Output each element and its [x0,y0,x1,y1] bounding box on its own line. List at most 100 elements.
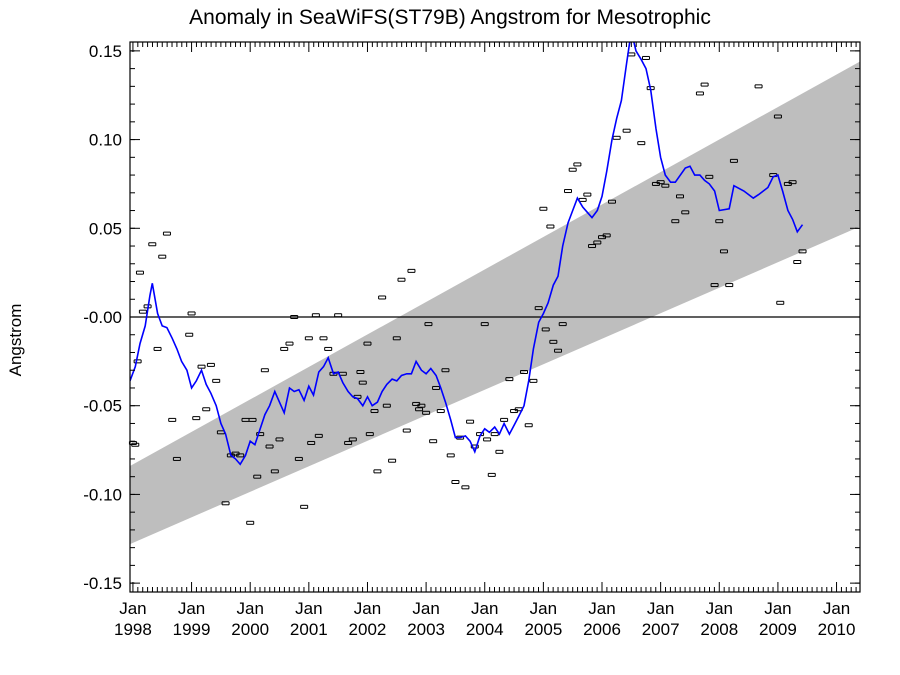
y-tick-label: -0.05 [83,397,122,416]
data-point [424,322,433,327]
data-point [541,327,550,332]
data-point [483,437,492,442]
data-point [788,180,797,185]
data-point [212,378,221,383]
data-point [236,453,245,458]
x-tick-month-label: Jan [119,599,146,618]
data-point [294,456,303,461]
chart-title: Anomaly in SeaWiFS(ST79B) Angstrom for M… [189,6,711,29]
data-point [162,231,171,236]
y-tick-label: -0.00 [83,308,122,327]
data-point [539,206,548,211]
data-point [681,210,690,215]
data-point [798,249,807,254]
data-point [307,440,316,445]
data-point [407,268,416,273]
data-point [729,158,738,163]
x-tick-month-label: Jan [295,599,322,618]
data-point [365,432,374,437]
trend-band [130,61,860,545]
data-point [505,377,514,382]
x-tick-year-label: 2009 [759,620,797,639]
data-point [382,403,391,408]
data-point [441,368,450,373]
data-point [304,336,313,341]
data-point [661,183,670,188]
data-point [534,306,543,311]
x-tick-month-label: Jan [530,599,557,618]
data-point [185,332,194,337]
data-point [641,55,650,60]
data-point [290,315,299,319]
data-point [793,260,802,264]
x-tick-year-label: 2008 [700,620,738,639]
data-point [754,84,763,89]
data-point [487,472,496,477]
data-point [412,401,421,406]
data-point [285,341,294,346]
x-tick-year-label: 1998 [114,620,152,639]
data-point [314,433,323,438]
data-point [578,197,587,202]
data-point [607,199,616,204]
data-point [568,167,577,172]
data-point [192,416,201,421]
data-point [546,224,555,229]
data-point [172,456,181,461]
smoothed-line-layer [130,42,804,466]
data-point [363,341,372,346]
data-point [583,192,592,197]
data-point [356,370,365,374]
data-point [133,359,142,364]
data-point [280,346,289,351]
data-points-layer [128,52,807,525]
data-point [311,313,320,318]
data-point [710,283,719,288]
data-point [773,114,782,119]
data-point [466,419,475,424]
data-point [334,313,343,318]
data-point [248,417,257,422]
axes-layer: -0.15 -0.10 -0.05 -0.00 0.05 0.10 0.15 Jan 1998 J… [83,41,861,639]
data-point [221,501,230,506]
data-point [500,417,509,422]
data-point [656,180,665,185]
y-tick-label: 0.10 [89,131,122,150]
data-point [622,128,631,133]
data-point [715,219,724,224]
data-point [529,378,538,383]
data-point [275,437,284,442]
data-point [168,417,177,422]
data-point [588,244,597,249]
data-point [135,270,144,275]
x-tick-month-label: Jan [588,599,615,618]
data-point [480,322,489,327]
data-point [131,442,140,447]
data-point [719,249,728,254]
x-tick-year-label: 2000 [231,620,269,639]
data-point [637,141,646,146]
data-point [776,300,785,305]
data-point [429,439,438,444]
data-point [446,453,455,458]
data-point [319,336,328,341]
data-point [451,480,460,484]
x-tick-year-label: 1999 [173,620,211,639]
data-point [436,409,445,414]
data-point [564,189,572,194]
data-point [573,162,582,167]
data-point [260,368,269,373]
x-tick-month-label: Jan [823,599,850,618]
x-tick-year-label: 2002 [349,620,387,639]
y-tick-label: -0.10 [83,485,122,504]
data-point [378,295,387,300]
x-tick-year-label: 2006 [583,620,621,639]
data-point [675,194,684,199]
data-point [206,362,215,367]
smoothed-series-line [130,42,804,466]
x-tick-year-label: 2001 [290,620,328,639]
data-point [415,407,424,412]
data-point [417,403,426,408]
data-point [422,410,431,415]
data-point [549,339,558,344]
